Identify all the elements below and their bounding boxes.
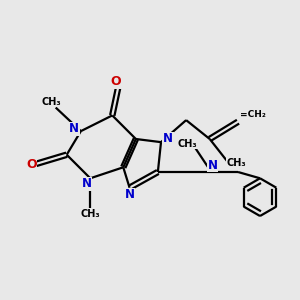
Text: N: N xyxy=(163,133,173,146)
Text: CH₃: CH₃ xyxy=(41,97,61,107)
Text: N: N xyxy=(208,159,218,172)
Text: CH₃: CH₃ xyxy=(80,209,100,219)
Text: N: N xyxy=(69,122,79,135)
Text: O: O xyxy=(111,75,122,88)
Text: O: O xyxy=(26,158,37,171)
Text: CH₃: CH₃ xyxy=(226,158,246,168)
Text: N: N xyxy=(82,177,92,190)
Text: =CH₂: =CH₂ xyxy=(240,110,266,119)
Text: N: N xyxy=(124,188,135,201)
Text: CH₃: CH₃ xyxy=(178,139,197,149)
